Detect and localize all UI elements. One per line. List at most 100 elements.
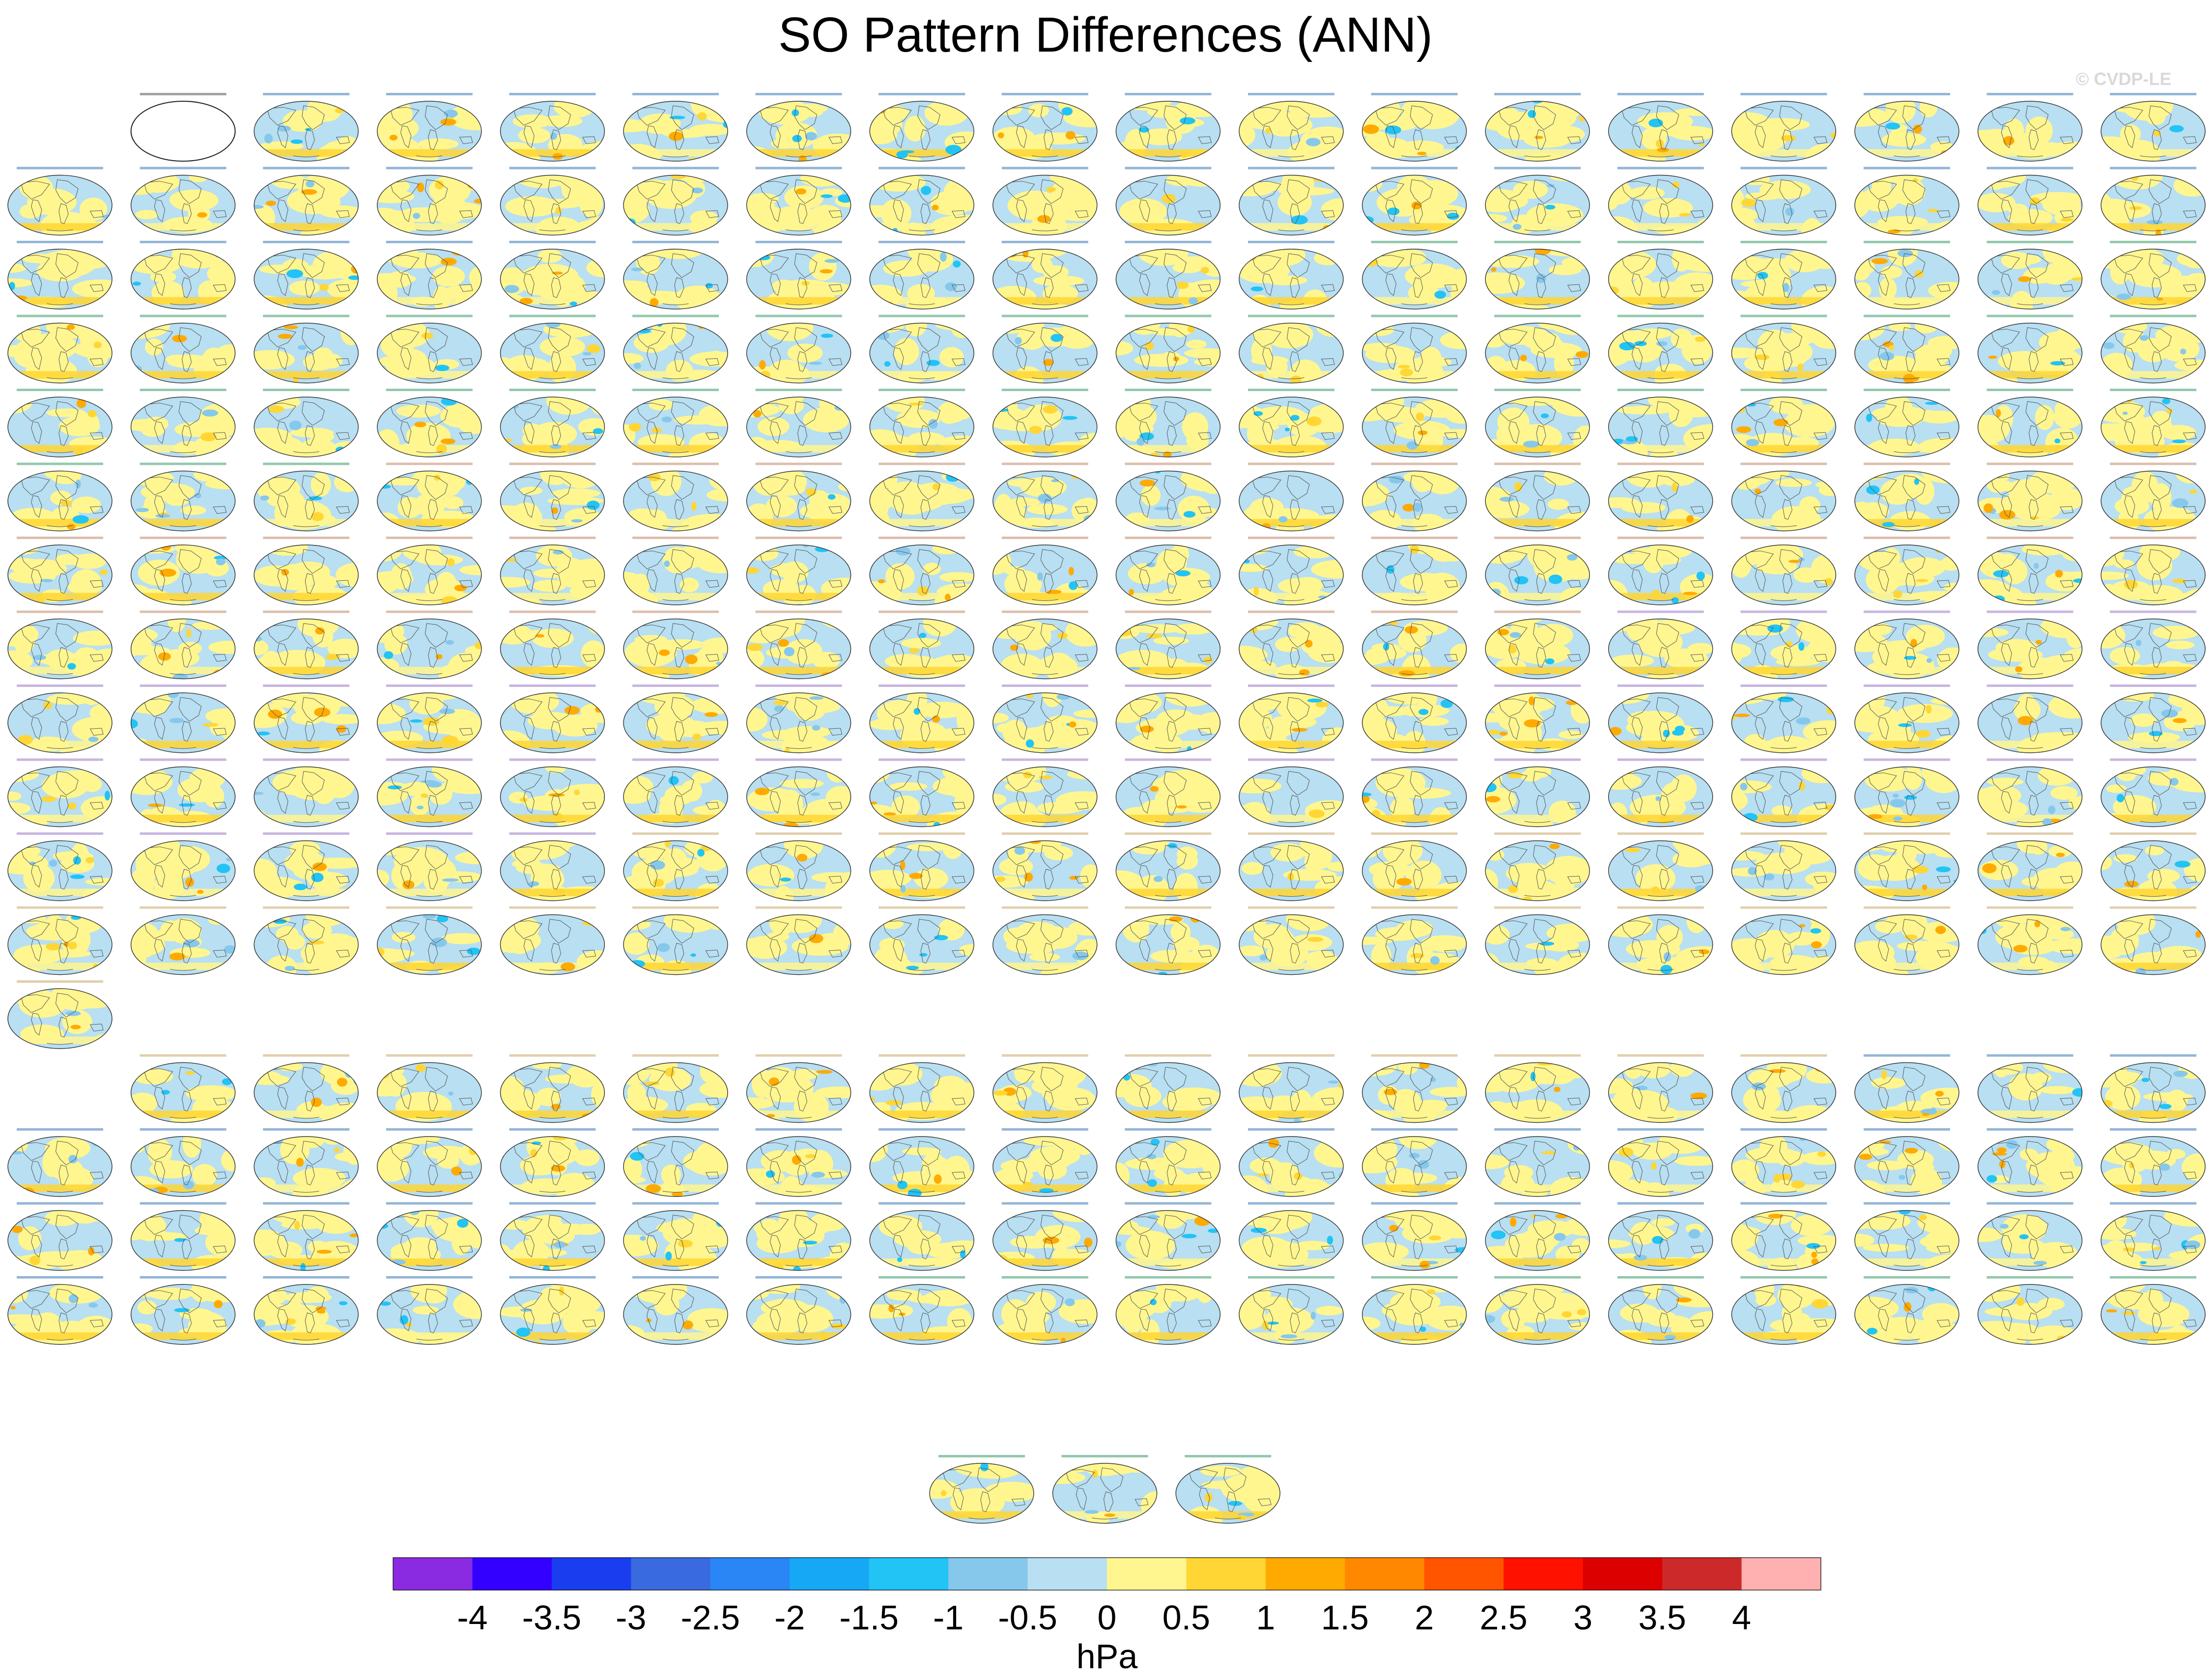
panel-caption xyxy=(879,1276,965,1279)
panel-caption xyxy=(263,1276,350,1279)
map-panel xyxy=(623,832,728,901)
panel-caption xyxy=(879,610,965,613)
panel-caption xyxy=(2110,93,2197,95)
map-panel xyxy=(500,241,605,310)
colorbar-tick-label: 4 xyxy=(1732,1598,1751,1637)
panel-caption xyxy=(509,314,596,317)
map-panel xyxy=(1731,610,1837,680)
panel-caption xyxy=(509,1276,596,1279)
panel-caption xyxy=(509,389,596,391)
panel-caption xyxy=(1248,1128,1334,1131)
map-panel xyxy=(623,610,728,680)
panel-caption xyxy=(1001,314,1088,317)
panel-caption xyxy=(17,684,103,687)
panel-caption xyxy=(1617,1202,1704,1205)
map-panel xyxy=(623,684,728,753)
map-panel xyxy=(2100,314,2206,384)
panel-caption xyxy=(1248,684,1334,687)
panel-caption xyxy=(755,93,842,95)
colorbar-swatch xyxy=(1265,1558,1345,1590)
panel-caption xyxy=(386,1202,473,1205)
panel-caption xyxy=(879,684,965,687)
panel-caption xyxy=(1494,389,1581,391)
panel-caption xyxy=(632,314,719,317)
map-panel xyxy=(623,389,728,457)
colorbar-tick-label: -2 xyxy=(774,1598,805,1637)
panel-caption xyxy=(1617,389,1704,391)
panel-caption xyxy=(1986,1202,2073,1205)
panel-caption xyxy=(1617,832,1704,835)
panel-caption xyxy=(2110,1276,2197,1279)
panel-caption xyxy=(879,1202,965,1205)
map-panel xyxy=(746,314,851,384)
panel-caption xyxy=(632,389,719,391)
map-panel xyxy=(1977,906,2083,975)
map-panel xyxy=(992,167,1098,236)
panel-caption xyxy=(1371,1054,1458,1057)
colorbar-tick-labels: -4 -3.5 -3 -2.5 -2 -1.5 -1 -0.5 0 0.5 1 1.5 2 2.5 3 3.5… xyxy=(457,1598,1751,1637)
panel-caption xyxy=(1494,758,1581,761)
panel-caption xyxy=(1125,241,1212,243)
panel-caption xyxy=(17,241,103,243)
colorbar-swatch xyxy=(710,1558,790,1590)
map-panel xyxy=(623,314,728,384)
map-panel xyxy=(1608,1054,1713,1123)
panel-caption xyxy=(1864,1128,1950,1131)
panel-caption xyxy=(386,832,473,835)
panel-caption xyxy=(1248,389,1334,391)
colorbar-tick-label: 0 xyxy=(1098,1598,1117,1637)
panel-caption xyxy=(1248,241,1334,243)
map-panel xyxy=(254,610,359,680)
panel-caption xyxy=(140,1054,227,1057)
map-panel xyxy=(1485,93,1590,162)
panel-caption xyxy=(755,1276,842,1279)
colorbar-swatch xyxy=(1503,1558,1584,1590)
panel-caption xyxy=(1248,758,1334,761)
panel-caption xyxy=(1986,462,2073,465)
panel-caption xyxy=(632,832,719,835)
panel-caption xyxy=(386,1276,473,1279)
map-panel xyxy=(1115,1128,1221,1197)
panel-caption xyxy=(1001,537,1088,539)
panel-caption xyxy=(140,1276,227,1279)
panel-caption xyxy=(1001,1128,1088,1131)
panel-caption xyxy=(1617,314,1704,317)
colorbar-swatch xyxy=(1345,1558,1425,1590)
colorbar-swatch xyxy=(1583,1558,1663,1590)
panel-caption xyxy=(1986,1276,2073,1279)
panel-caption xyxy=(386,610,473,613)
panel-caption xyxy=(1617,610,1704,613)
map-panel xyxy=(1731,314,1837,384)
map-panel xyxy=(1977,832,2083,901)
panel-caption xyxy=(140,684,227,687)
panel-caption xyxy=(1617,241,1704,243)
map-panel xyxy=(254,93,359,162)
panel-caption xyxy=(632,1054,719,1057)
panel-caption xyxy=(1864,906,1950,909)
panel-caption xyxy=(1248,462,1334,465)
colorbar-swatch xyxy=(1424,1558,1504,1590)
map-panel xyxy=(1115,537,1221,605)
colorbar-tick-label: -1 xyxy=(933,1598,964,1637)
panel-caption xyxy=(1371,684,1458,687)
panel-caption xyxy=(1617,167,1704,170)
panel-caption xyxy=(1986,93,2073,95)
panel-caption xyxy=(755,537,842,539)
panel-caption xyxy=(1125,684,1212,687)
map-panel xyxy=(377,314,482,384)
panel-caption xyxy=(2110,832,2197,835)
panel-caption xyxy=(1740,1202,1827,1205)
colorbar-swatch xyxy=(1741,1558,1821,1590)
panel-caption xyxy=(1986,906,2073,909)
panel-caption xyxy=(1740,167,1827,170)
colorbar-tick-label: 1 xyxy=(1256,1598,1275,1637)
panel-caption xyxy=(2110,537,2197,539)
map-panel xyxy=(623,241,728,310)
panel-caption xyxy=(509,241,596,243)
panel-caption xyxy=(879,1128,965,1131)
panel-caption xyxy=(1864,610,1950,613)
panel-caption xyxy=(1740,906,1827,909)
panel-caption xyxy=(1864,167,1950,170)
colorbar-swatch xyxy=(869,1558,949,1590)
panel-caption xyxy=(17,1128,103,1131)
